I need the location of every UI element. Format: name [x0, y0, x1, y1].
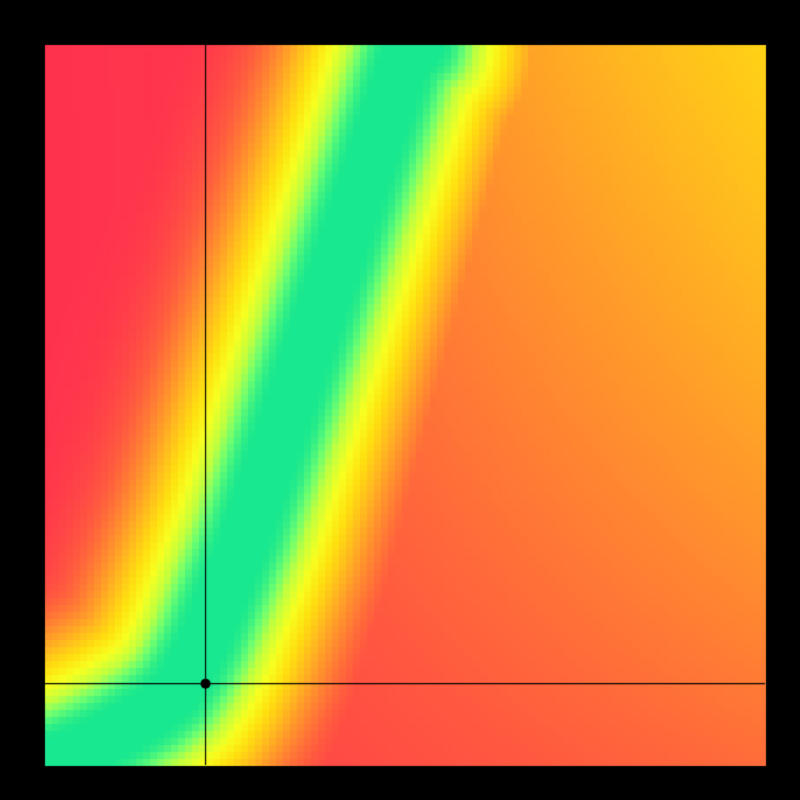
bottleneck-heatmap-canvas [0, 0, 800, 800]
